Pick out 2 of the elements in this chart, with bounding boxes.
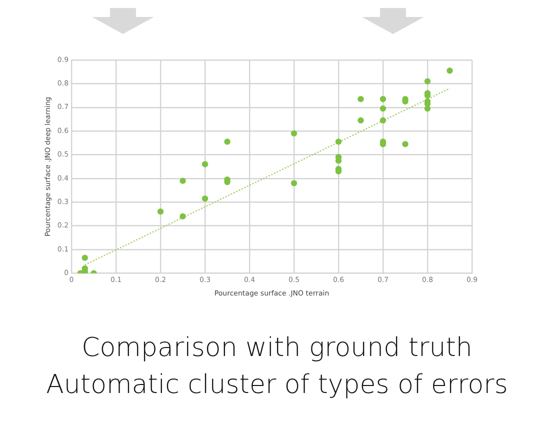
text: Comparison with ground truth xyxy=(80,332,474,365)
text: Automatic cluster of types of errors xyxy=(45,369,509,402)
